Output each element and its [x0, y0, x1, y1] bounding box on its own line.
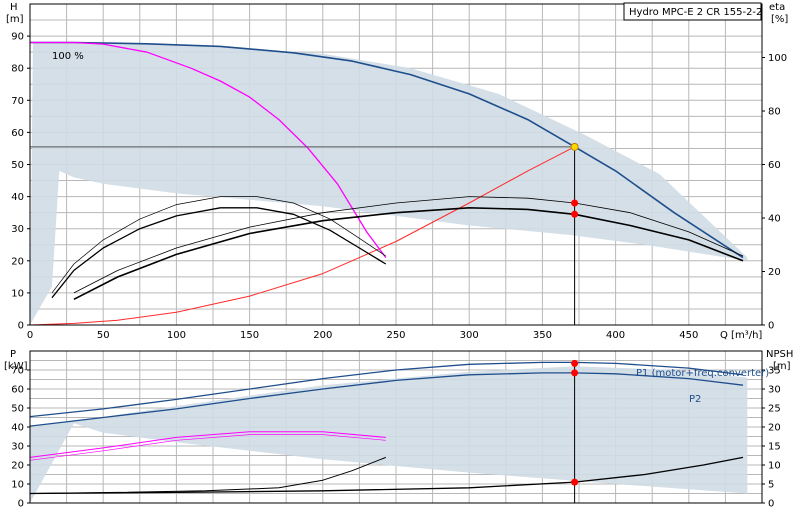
pw-tick-labels: 0 10 20 30 40 50 60 70 0 5 10 15 20 25 30 35 [11, 366, 780, 510]
y-tick-label: 0 [18, 321, 24, 332]
q-axis-label: Q [m³/h] [720, 330, 762, 341]
y2-tick-label: 10 [768, 461, 781, 472]
x-tick-label: 450 [679, 330, 698, 341]
x-tick-label: 100 [167, 330, 186, 341]
y-tick-label: 50 [11, 160, 24, 171]
y-tick-label: 40 [11, 192, 24, 203]
y-tick-label: 10 [11, 288, 24, 299]
series-line-series-1 [29, 372, 744, 427]
y-tick-label: 60 [11, 385, 24, 396]
x-tick-label: 400 [606, 330, 625, 341]
series-line-one_pump_p1 [29, 431, 386, 458]
npsh-axis-unit: [m] [773, 361, 791, 372]
y2-tick-label: 100 [768, 53, 787, 64]
y-tick-label: 80 [11, 64, 24, 75]
chart-title: Hydro MPC-E 2 CR 155-2-2 [629, 7, 762, 18]
operating-point-marker [571, 369, 579, 377]
series-line-npsh_one_pump [29, 456, 386, 494]
h-axis-unit: [m] [6, 14, 24, 25]
y-tick-label: 60 [11, 128, 24, 139]
series-line-one_pump_eta_a [51, 207, 387, 299]
pw-markers [571, 359, 579, 486]
x-tick-label: 350 [533, 330, 552, 341]
y-tick-label: 90 [11, 32, 24, 43]
x-tick-label: 200 [313, 330, 332, 341]
y-tick-label: 20 [11, 256, 24, 267]
y2-tick-label: 60 [768, 160, 781, 171]
series-line-max_head [30, 41, 744, 259]
y-tick-label: 70 [11, 96, 24, 107]
series-line-series-0 [29, 361, 744, 418]
eta-axis-label: eta [769, 2, 785, 13]
duty-point-marker [570, 142, 579, 151]
y2-tick-label: 20 [768, 267, 781, 278]
y2-tick-label: 0 [768, 499, 774, 510]
y2-tick-label: 35 [768, 366, 781, 377]
operating-point-marker [571, 199, 579, 207]
h-axis-label: H [10, 2, 18, 13]
pw-operating-envelope [30, 366, 748, 503]
y-tick-label: 10 [11, 480, 24, 491]
p2-series-label: P2 [689, 394, 701, 405]
series-line-npsh [29, 456, 744, 495]
y2-tick-label: 30 [768, 385, 781, 396]
series-line-system [29, 146, 575, 326]
series-line-one_pump_eta_b [51, 196, 386, 294]
npsh-axis-label: NPSH [766, 349, 793, 360]
y2-tick-label: 40 [768, 214, 781, 225]
power-npsh-diagram: 0 10 20 30 40 50 60 70 0 5 10 15 20 25 30 35 P [kW] NPS… [4, 349, 793, 510]
y2-tick-label: 0 [768, 321, 774, 332]
operating-point-marker [571, 210, 579, 218]
x-tick-label: 0 [27, 330, 33, 341]
qh-diagram: 0 10 20 30 40 50 60 70 80 90 0 20 40 60 80 100 0 50 100 150… [6, 2, 788, 341]
series-line-one_pump_head [30, 41, 387, 258]
y-tick-label: 0 [18, 499, 24, 510]
y-tick-label: 40 [11, 423, 24, 434]
y-tick-label: 50 [11, 404, 24, 415]
eta-axis-unit: [%] [771, 14, 788, 25]
x-tick-label: 150 [240, 330, 259, 341]
y2-tick-label: 15 [768, 442, 781, 453]
operating-point-marker [571, 359, 579, 367]
y-tick-label: 30 [11, 442, 24, 453]
y-tick-label: 30 [11, 224, 24, 235]
p-axis-label: P [10, 349, 16, 360]
title-box [623, 2, 762, 21]
p1-series-label: P1 (motor+freq.converter) [636, 368, 769, 379]
y2-tick-label: 5 [768, 480, 774, 491]
y2-tick-label: 80 [768, 107, 781, 118]
qh-series [29, 41, 744, 326]
series-line-one_pump_p2 [29, 434, 386, 461]
series-line-eta_pump [73, 196, 744, 294]
y2-tick-label: 20 [768, 423, 781, 434]
operating-point-marker [571, 478, 579, 486]
y-tick-label: 70 [11, 366, 24, 377]
y-tick-label: 20 [11, 461, 24, 472]
pw-series [29, 361, 744, 495]
x-tick-label: 300 [460, 330, 479, 341]
y2-tick-label: 25 [768, 404, 781, 415]
qh-tick-labels: 0 10 20 30 40 50 60 70 80 90 0 20 40 60 80 100 0 50 100 150… [11, 32, 787, 341]
qh-operating-envelope [30, 42, 748, 326]
speed-label: 100 % [52, 51, 84, 62]
series-line-eta_total [73, 207, 744, 301]
x-tick-label: 250 [386, 330, 405, 341]
qh-markers [570, 142, 579, 218]
x-tick-label: 50 [97, 330, 110, 341]
p-axis-unit: [kW] [4, 361, 28, 372]
